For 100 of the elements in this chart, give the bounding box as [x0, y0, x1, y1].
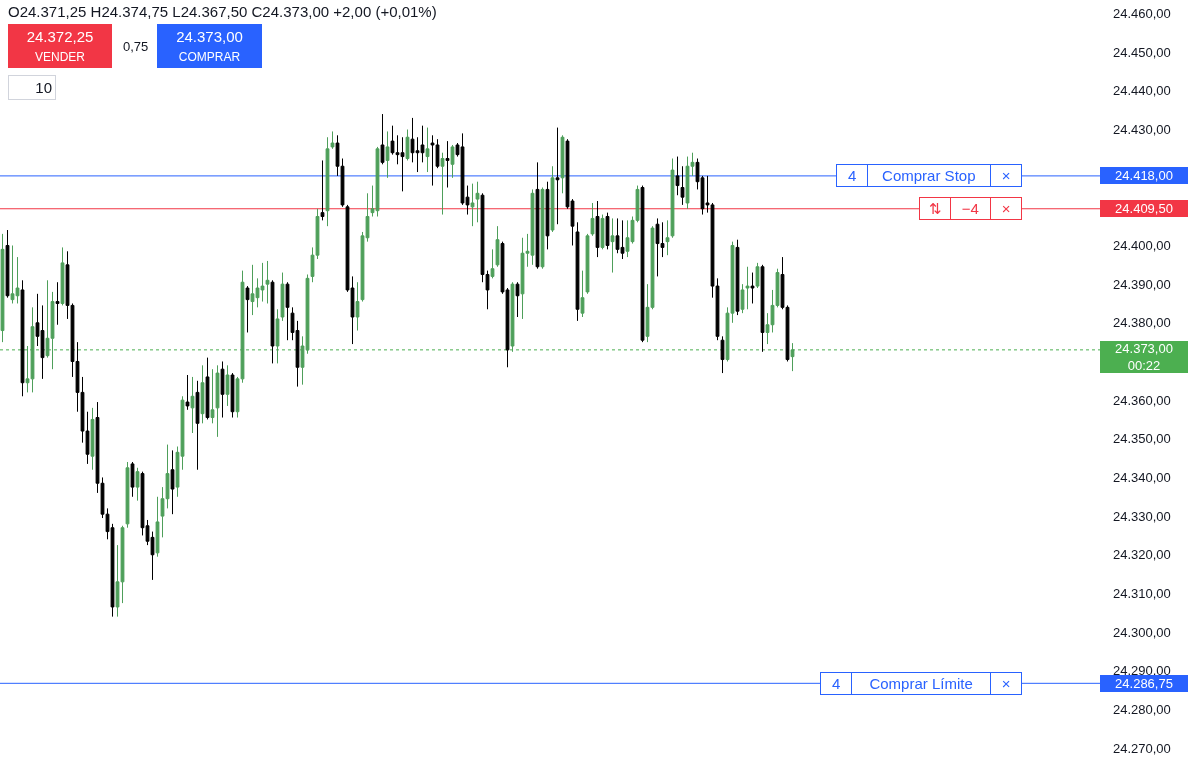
y-tick-label: 24.400,00	[1113, 238, 1171, 254]
ref-line-label: 24.373,00 00:22	[1115, 341, 1173, 373]
y-tick-label: 24.380,00	[1113, 315, 1171, 331]
candlestick	[130, 461, 135, 498]
candlestick	[760, 264, 765, 353]
candlestick	[220, 360, 225, 419]
candlestick	[190, 376, 195, 434]
candlestick	[55, 281, 60, 326]
annotation: ⇅	[928, 200, 942, 217]
candlestick	[745, 266, 750, 310]
candlestick	[740, 283, 745, 314]
y-tick-label: 24.270,00	[1113, 740, 1171, 756]
annotation: 0,75	[123, 39, 149, 54]
candlestick	[590, 202, 595, 237]
candlestick	[0, 233, 5, 343]
candlestick	[610, 217, 615, 274]
ref-line-label: 24.418,00	[1115, 168, 1173, 183]
y-tick-label: 24.430,00	[1113, 122, 1171, 138]
candlestick	[490, 248, 495, 279]
candlestick	[535, 161, 540, 270]
annotation: Comprar Stop	[882, 167, 976, 184]
candlestick	[735, 239, 740, 316]
annotation: −4	[961, 200, 979, 217]
candlestick	[185, 374, 190, 411]
candlestick	[135, 467, 140, 502]
candlestick	[555, 127, 560, 225]
annotation: O24.371,25 H24.374,75 L24.367,50 C24.373,00 +2,00 (+0,01%)	[8, 3, 437, 20]
y-tick-label: 24.300,00	[1113, 624, 1171, 640]
candlestick	[285, 281, 290, 341]
candlestick	[640, 185, 645, 343]
candlestick	[265, 260, 270, 304]
candlestick	[195, 380, 200, 471]
candlestick	[60, 246, 65, 306]
candlestick	[330, 130, 335, 150]
candlestick	[170, 449, 175, 515]
candlestick	[510, 281, 515, 353]
candlestick	[200, 364, 205, 424]
annotation: ×	[1001, 200, 1011, 217]
candlestick	[205, 357, 210, 420]
candlestick	[495, 225, 500, 268]
candlestick	[665, 219, 670, 256]
annotation: ×	[1001, 167, 1011, 184]
candlestick	[550, 165, 555, 233]
candlestick	[125, 461, 130, 529]
candlestick	[20, 279, 25, 397]
candlestick	[585, 233, 590, 295]
candlestick	[600, 214, 605, 250]
y-tick-label: 24.440,00	[1113, 83, 1171, 99]
candlestick	[5, 229, 10, 299]
y-tick-label: 24.320,00	[1113, 547, 1171, 563]
candlestick	[215, 364, 220, 438]
candlestick	[230, 372, 235, 419]
candlestick	[750, 272, 755, 304]
candlestick	[720, 335, 725, 374]
annotation: 4	[847, 167, 857, 184]
candlestick	[475, 181, 480, 223]
y-tick-label: 24.280,00	[1113, 701, 1171, 717]
y-tick-label: 24.460,00	[1113, 6, 1171, 22]
candlestick	[560, 134, 565, 194]
candlestick	[275, 308, 280, 364]
candlestick	[595, 200, 600, 258]
annotation: Comprar Límite	[869, 675, 973, 692]
y-tick-label: 24.310,00	[1113, 585, 1171, 601]
candlestick	[470, 183, 475, 227]
candlestick	[540, 187, 545, 270]
candlestick	[755, 262, 760, 289]
candlestick	[605, 212, 610, 250]
y-tick-label: 24.330,00	[1113, 508, 1171, 524]
candlestick	[545, 181, 550, 250]
candlestick	[575, 221, 580, 322]
candlestick	[90, 407, 95, 471]
candlestick	[790, 342, 795, 372]
candlestick	[280, 272, 285, 322]
y-tick-label: 24.390,00	[1113, 276, 1171, 292]
y-tick-label: 24.360,00	[1113, 392, 1171, 408]
candlestick	[425, 127, 430, 173]
candlestick	[155, 496, 160, 558]
candlestick	[515, 281, 520, 318]
ref-line-label: 24.409,50	[1115, 201, 1173, 216]
y-tick-label: 24.290,00	[1113, 663, 1171, 679]
candlestick	[680, 165, 685, 206]
candlestick	[320, 159, 325, 221]
annotation: ×	[1001, 675, 1011, 692]
annotation: 10	[35, 79, 52, 96]
annotation: 24.372,25 VENDER	[26, 27, 94, 65]
candlestick	[245, 285, 250, 333]
candlestick	[355, 281, 360, 332]
candlestick	[675, 156, 680, 196]
candlestick	[580, 270, 585, 318]
candlestick	[450, 144, 455, 179]
annotation: 4	[831, 675, 841, 692]
candlestick	[670, 158, 675, 239]
y-tick-label: 24.450,00	[1113, 44, 1171, 60]
annotation: 24.373,00 COMPRAR	[176, 27, 243, 65]
candlestick	[380, 113, 385, 165]
candlestick	[225, 364, 230, 407]
candlestick	[210, 368, 215, 424]
ref-line-label: 24.286,75	[1115, 676, 1173, 691]
candlestick	[385, 130, 390, 179]
candlestick	[270, 279, 275, 364]
